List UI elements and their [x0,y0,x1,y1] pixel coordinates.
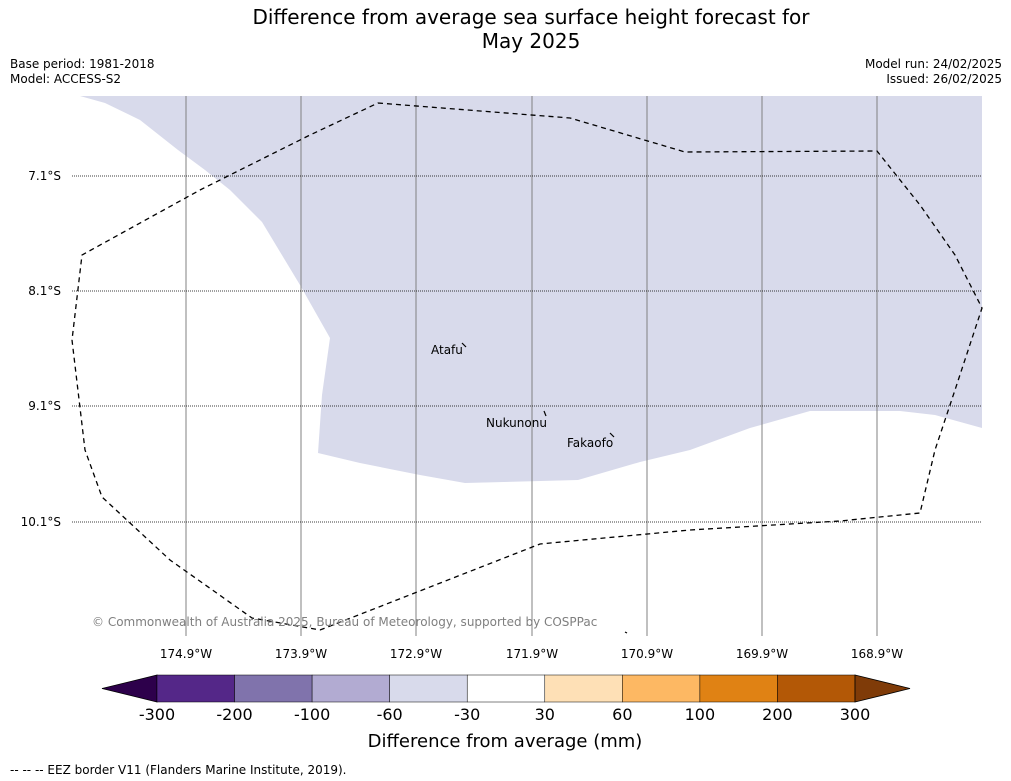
place-label-atafu: Atafu [431,343,463,357]
parallels [72,175,982,523]
colorbar-swatch [622,674,701,703]
meta-left: Base period: 1981-2018 Model: ACCESS-S2 [10,57,155,87]
colorbar-label: Difference from average (mm) [368,731,643,752]
meta-right: Model run: 24/02/2025 Issued: 26/02/2025 [865,57,1002,87]
lat-label: 10.1°S [21,515,61,529]
atafu-island [461,342,467,348]
colorbar-swatch [156,674,235,703]
colorbar-swatch [699,674,778,703]
lon-label: 172.9°W [390,647,442,661]
colorbar-swatch [311,674,390,703]
colorbar-tick-label: -60 [377,705,403,724]
map-title: Difference from average sea surface heig… [0,5,1011,53]
lon-label: 169.9°W [736,647,788,661]
colorbar-tick-label: -200 [216,705,252,724]
islands [461,342,628,634]
colorbar-swatch [389,674,468,703]
longitude-labels: 174.9°W 173.9°W 172.9°W 171.9°W 170.9°W … [160,647,903,661]
fakaofo-island [609,432,615,438]
small-island [624,631,628,634]
colorbar-tick-label: 30 [535,705,555,724]
colorbar-tick-label: 60 [612,705,632,724]
copyright-text: © Commonwealth of Australia 2025, Bureau… [92,615,597,629]
colorbar-tick-label: -30 [454,705,480,724]
base-period: Base period: 1981-2018 [10,57,155,71]
latitude-labels: 7.1°S 8.1°S 9.1°S 10.1°S [21,169,61,529]
lon-label: 174.9°W [160,647,212,661]
nukunonu-island [543,410,547,417]
lon-label: 171.9°W [506,647,558,661]
issued-date: Issued: 26/02/2025 [886,72,1002,86]
colorbar-tick-label: -100 [294,705,330,724]
colorbar-tick-label: -300 [139,705,175,724]
lat-label: 7.1°S [28,169,61,183]
lat-label: 9.1°S [28,399,61,413]
colorbar-tick-label: 100 [685,705,716,724]
place-label-nukunonu: Nukunonu [486,416,547,430]
lon-label: 173.9°W [275,647,327,661]
colorbar-extend-high [854,674,911,703]
model-name: Model: ACCESS-S2 [10,72,122,86]
colorbar-swatch [544,674,623,703]
colorbar-swatch [466,674,546,703]
lon-label: 168.9°W [851,647,903,661]
meridians [185,96,878,636]
title-line-1: Difference from average sea surface heig… [252,5,810,29]
colorbar: -300 -200 -100 -60 -30 30 60 100 200 300 [101,674,911,724]
place-label-fakaofo: Fakaofo [567,436,613,450]
colorbar-swatch [777,674,856,703]
eez-border [71,102,983,631]
colorbar-tick-label: 300 [840,705,871,724]
colorbar-swatch [234,674,313,703]
model-run: Model run: 24/02/2025 [864,57,1002,71]
footer-legend: -- -- -- EEZ border V11 (Flanders Marine… [10,763,347,777]
lon-label: 170.9°W [621,647,673,661]
lat-label: 8.1°S [28,284,61,298]
colorbar-tick-label: 200 [762,705,793,724]
colorbar-extend-low [101,674,158,703]
title-line-2: May 2025 [481,29,581,53]
anomaly-region [80,96,982,483]
